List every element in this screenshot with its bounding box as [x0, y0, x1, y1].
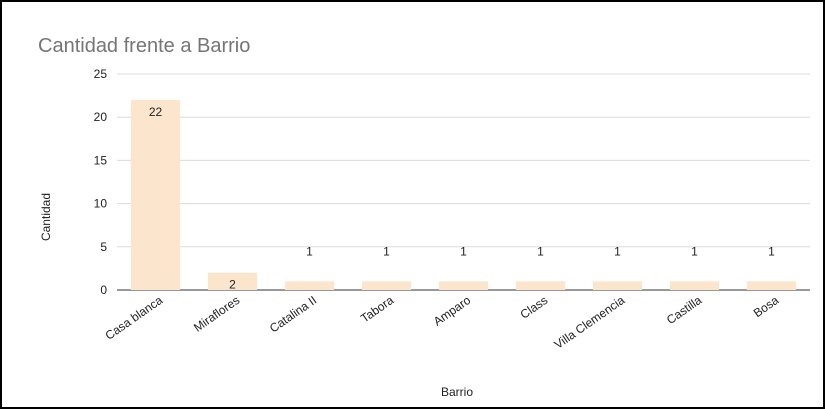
y-axis-ticks: 0 5 10 15 20 25 — [94, 67, 108, 297]
bar — [592, 281, 643, 290]
x-axis-ticks: Casa blanca Miraflores Catalina II Tabora Am… — [103, 293, 782, 352]
y-axis-title: Cantidad — [39, 193, 53, 241]
bar — [361, 281, 412, 290]
bar — [746, 281, 797, 290]
x-tick-label: Bosa — [751, 293, 782, 320]
y-tick-label: 20 — [94, 110, 108, 124]
x-tick-label: Casa blanca — [103, 293, 166, 343]
x-tick-label: Class — [518, 293, 551, 322]
y-tick-label: 10 — [94, 197, 108, 211]
data-label: 1 — [768, 244, 775, 258]
x-tick-label: Tabora — [358, 293, 396, 326]
data-label: 1 — [383, 244, 390, 258]
data-label: 1 — [691, 244, 698, 258]
data-label: 1 — [460, 244, 467, 258]
x-tick-label: Castilla — [664, 293, 705, 327]
bar — [130, 99, 181, 290]
data-label: 1 — [306, 244, 313, 258]
bar — [207, 272, 258, 290]
bar — [438, 281, 489, 290]
chart-title: Cantidad frente a Barrio — [38, 35, 250, 57]
y-tick-label: 5 — [100, 240, 107, 254]
x-axis-title: Barrio — [441, 385, 473, 399]
x-tick-label: Miraflores — [191, 293, 242, 335]
y-tick-label: 25 — [94, 67, 108, 81]
data-label: 2 — [229, 278, 236, 292]
x-tick-label: Catalina II — [267, 293, 319, 335]
bars — [130, 99, 797, 290]
x-tick-label: Amparo — [431, 293, 474, 329]
y-tick-label: 15 — [94, 153, 108, 167]
y-tick-label: 0 — [100, 283, 107, 297]
bar — [515, 281, 566, 290]
bar — [669, 281, 720, 290]
data-label: 1 — [537, 244, 544, 258]
bar — [284, 281, 335, 290]
x-tick-label: Villa Clemencia — [552, 293, 628, 352]
data-label: 1 — [614, 244, 621, 258]
data-label: 22 — [149, 105, 163, 119]
